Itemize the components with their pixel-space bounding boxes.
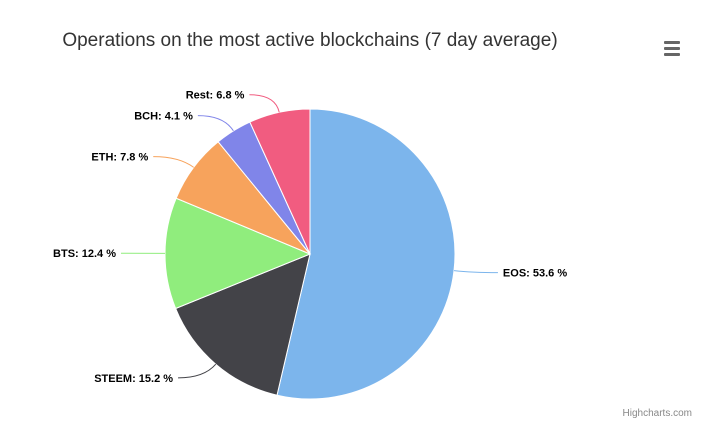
data-label-eos: EOS: 53.6 % <box>503 268 567 280</box>
pie-slices <box>164 108 456 400</box>
credits-link[interactable]: Highcharts.com <box>622 408 692 419</box>
data-label-bts: BTS: 12.4 % <box>53 248 116 260</box>
data-label-bch: BCH: 4.1 % <box>134 111 193 123</box>
connector-steem <box>178 363 217 379</box>
data-label-eth: ETH: 7.8 % <box>91 152 148 164</box>
hamburger-menu-icon[interactable] <box>660 38 684 58</box>
chart-title: Operations on the most active blockchain… <box>62 30 558 51</box>
data-labels: EOS: 53.6 % STEEM: 15.2 % BTS: 12.4 % ETH: … <box>53 90 567 385</box>
connector-eth <box>153 156 194 168</box>
pie-slice-bts[interactable] <box>164 197 312 310</box>
connector-rest <box>249 94 280 113</box>
data-label-steem: STEEM: 15.2 % <box>94 373 173 385</box>
label-connectors <box>120 94 498 379</box>
pie-slice-eos[interactable] <box>276 108 456 400</box>
pie-slice-rest[interactable] <box>249 108 311 255</box>
data-label-rest: Rest: 6.8 % <box>186 90 245 102</box>
connector-bch <box>197 115 234 132</box>
connector-eos <box>453 270 498 274</box>
